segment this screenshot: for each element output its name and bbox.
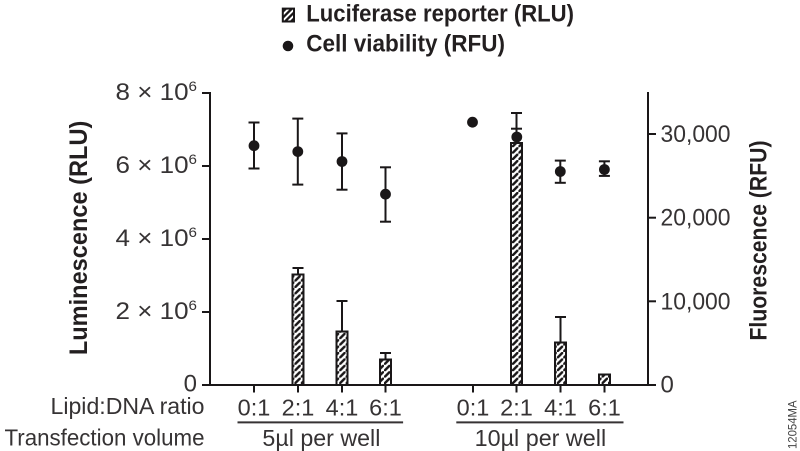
svg-text:2 × 106: 2 × 10 6 (116, 297, 198, 325)
svg-text:0: 0 (661, 372, 674, 399)
svg-text:6:1: 6:1 (588, 395, 621, 421)
svg-text:4:1: 4:1 (544, 395, 577, 421)
svg-text:0: 0 (184, 371, 197, 398)
svg-text:4:1: 4:1 (326, 395, 359, 421)
svg-text:30,000: 30,000 (661, 121, 731, 148)
svg-text:Transfection volume: Transfection volume (5, 425, 205, 451)
svg-text:0:1: 0:1 (238, 395, 271, 421)
svg-text:6:1: 6:1 (369, 395, 402, 421)
svg-text:0:1: 0:1 (457, 395, 490, 421)
svg-text:5µl per well: 5µl per well (262, 425, 380, 451)
svg-text:10µl per well: 10µl per well (475, 425, 607, 451)
svg-text:6 × 106: 6 × 10 6 (116, 151, 198, 179)
svg-text:2:1: 2:1 (282, 395, 315, 421)
svg-text:20,000: 20,000 (661, 205, 731, 232)
svg-text:12054MA: 12054MA (788, 400, 800, 449)
svg-text:Lipid:DNA ratio: Lipid:DNA ratio (51, 393, 205, 419)
svg-text:Luciferase reporter (RLU): Luciferase reporter (RLU) (306, 1, 574, 28)
svg-text:4 × 106: 4 × 10 6 (116, 224, 198, 252)
svg-text:Cell viability (RFU): Cell viability (RFU) (306, 31, 505, 58)
svg-text:8 × 106: 8 × 10 6 (116, 78, 198, 106)
svg-text:Luminescence (RLU): Luminescence (RLU) (65, 121, 93, 356)
svg-text:2:1: 2:1 (500, 395, 533, 421)
svg-text:Fluorescence (RFU): Fluorescence (RFU) (745, 141, 772, 341)
svg-text:10,000: 10,000 (661, 288, 731, 315)
